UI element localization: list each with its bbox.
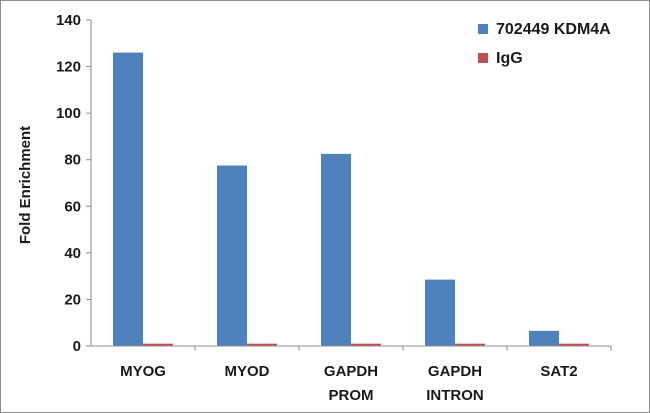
y-tick-label: 140	[56, 12, 81, 29]
y-tick-label: 100	[56, 105, 81, 122]
x-tick-label: GAPDH	[428, 363, 482, 380]
bar-igg	[247, 343, 277, 346]
x-tick-label: MYOG	[120, 363, 166, 380]
x-tick-label: INTRON	[426, 387, 484, 404]
x-tick-label: MYOD	[225, 363, 270, 380]
x-tick-label: SAT2	[540, 363, 577, 380]
legend-swatch	[478, 24, 488, 34]
x-tick-label: GAPDH	[324, 363, 378, 380]
y-axis-ticks: 0 20 40 60 80 100 120 140	[56, 12, 91, 355]
bar-kdm4a	[425, 279, 455, 346]
y-axis-title: Fold Enrichment	[17, 126, 34, 244]
legend: 702449 KDM4A IgG	[478, 21, 611, 67]
x-tick-label: PROM	[329, 387, 374, 404]
bar-igg	[351, 343, 381, 346]
bar-kdm4a	[529, 330, 559, 346]
y-tick-label: 20	[64, 291, 81, 308]
bar-igg	[455, 343, 485, 346]
y-tick-label: 80	[64, 152, 81, 169]
bar-igg	[559, 343, 589, 346]
bars	[113, 52, 589, 346]
legend-swatch	[478, 53, 488, 63]
y-tick-label: 120	[56, 59, 81, 76]
bar-kdm4a	[321, 153, 351, 346]
x-axis-labels: MYOG MYOD GAPDH PROM GAPDH INTRON SAT2	[120, 346, 612, 404]
bar-igg	[143, 343, 173, 346]
legend-label: IgG	[496, 50, 523, 67]
y-tick-label: 40	[64, 245, 81, 262]
y-tick-label: 0	[73, 338, 81, 355]
y-tick-label: 60	[64, 198, 81, 215]
legend-label: 702449 KDM4A	[496, 21, 611, 38]
bar-kdm4a	[113, 52, 143, 346]
bar-kdm4a	[217, 165, 247, 346]
